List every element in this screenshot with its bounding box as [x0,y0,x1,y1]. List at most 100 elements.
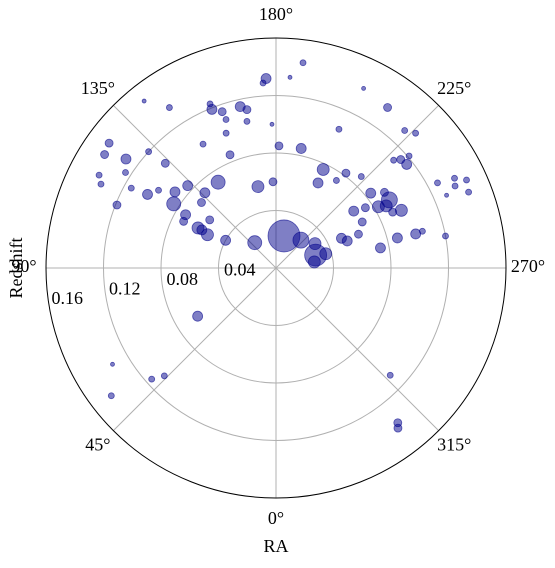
x-axis-label: RA [263,536,288,556]
point [155,186,162,194]
point [182,180,194,192]
point [179,216,189,226]
point [166,196,182,212]
point [307,255,321,269]
point [360,203,370,213]
point [196,224,208,236]
point [451,182,459,190]
radial-tick-label: 0.04 [224,260,256,280]
point [295,143,307,154]
point [412,129,419,137]
point [335,125,343,133]
point [112,200,122,210]
point [259,79,267,87]
point [110,361,115,367]
point [354,229,363,239]
radial-tick-label: 0.16 [52,288,84,308]
point [145,148,153,156]
point [169,186,181,198]
point [160,158,170,168]
point [308,237,322,251]
point [357,217,367,227]
point [251,180,265,194]
point [166,104,173,111]
point [388,207,398,217]
point [316,163,330,176]
point [287,74,293,80]
point [319,247,333,261]
point [379,199,393,213]
point [357,173,365,180]
angle-tick-label: 135° [81,78,115,98]
point [217,107,227,117]
point [463,176,470,184]
point [299,59,307,67]
point [205,215,215,225]
angle-tick-label: 45° [85,434,110,454]
point [383,103,392,112]
point [122,169,129,176]
point [243,117,251,125]
point [148,375,156,383]
point [341,168,351,178]
point [401,159,413,170]
point [210,174,226,190]
point [394,203,408,217]
point [222,116,230,123]
point [222,129,230,137]
point [199,187,211,199]
point [95,171,103,179]
point [206,100,214,108]
point [269,121,275,127]
outer-frame [45,37,507,499]
point [274,141,284,151]
point [333,177,340,184]
point [120,153,132,165]
point [418,227,426,235]
point [392,232,403,244]
point [268,177,278,187]
angle-tick-label: 90° [11,256,36,276]
angle-tick-label: 180° [259,4,293,24]
point [127,184,135,192]
point [225,150,235,160]
point [292,231,310,249]
point [160,372,168,380]
point [405,152,413,160]
point [242,105,252,115]
point [142,189,153,200]
point [197,198,206,207]
point [401,127,409,134]
point [107,392,115,400]
point [341,235,353,247]
point [442,232,449,240]
grid-ring [103,95,449,441]
grid-ring [160,152,392,384]
radial-tick-label: 0.12 [109,279,141,299]
point [390,156,398,164]
point [199,140,207,148]
radial-tick-label: 0.08 [167,269,199,289]
angle-tick-label: 225° [437,78,471,98]
y-axis-label: Redshift [6,238,26,299]
point [141,98,147,104]
point [361,86,366,91]
angle-tick-label: 270° [511,256,545,276]
point [192,310,204,322]
angle-tick-label: 315° [437,434,471,454]
point [104,138,114,148]
point [444,192,449,198]
point [97,180,105,188]
point [348,205,360,217]
point [393,423,403,433]
point [465,188,472,196]
point [386,371,394,379]
point [247,235,263,251]
grid-ring [218,210,334,326]
point [451,174,458,182]
point [100,150,109,159]
point [375,242,386,254]
angle-tick-label: 0° [268,508,284,528]
point [365,187,377,199]
